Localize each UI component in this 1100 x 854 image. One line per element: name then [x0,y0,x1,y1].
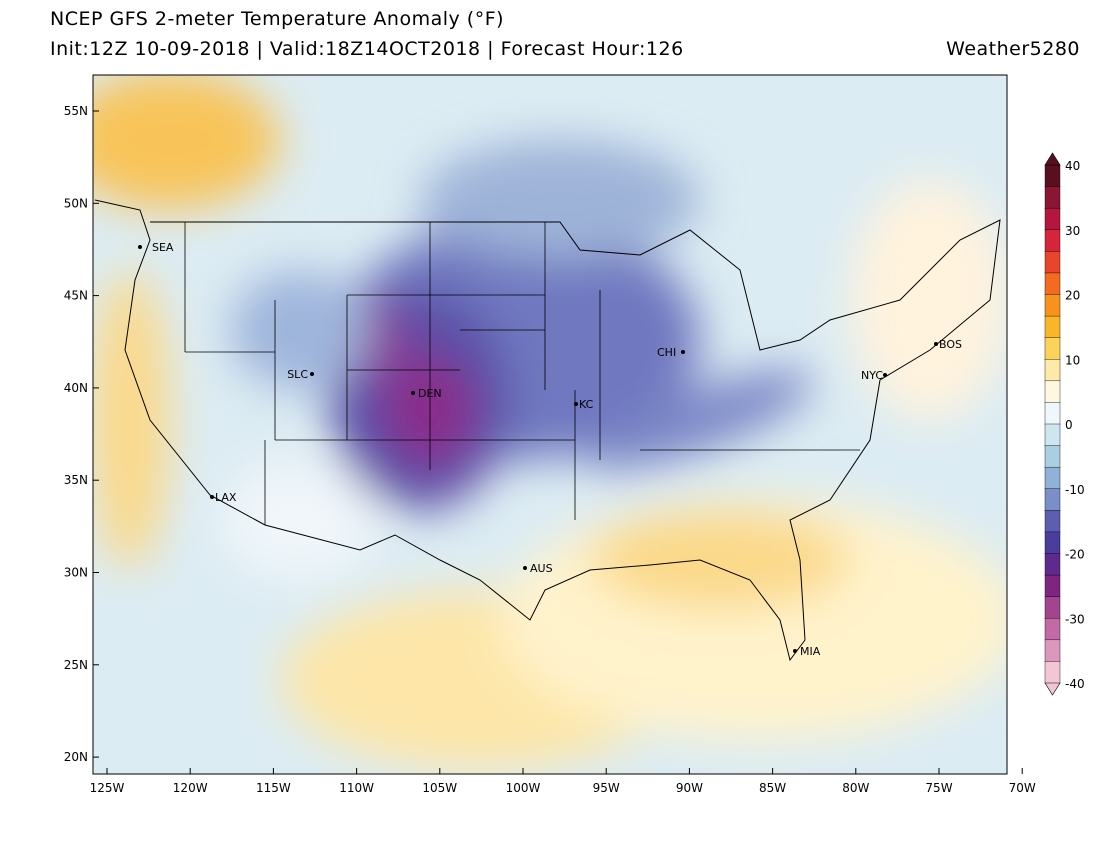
city-dot [574,402,578,406]
city-dot [411,391,415,395]
city-label: AUS [530,562,553,575]
colorbar-band [1044,207,1061,231]
colorbar-band [1044,510,1061,533]
city-dot [681,350,685,354]
colorbar-band [1044,618,1061,641]
city-dot [138,245,142,249]
lat-label: 40N [64,381,88,395]
brand: Weather5280 [946,38,1080,60]
lon-label: 115W [256,781,291,795]
lon-label: 105W [422,781,457,795]
city-label: LAX [215,491,237,504]
city-label: DEN [418,387,442,400]
colorbar-band [1044,229,1061,253]
colorbar-band [1044,272,1061,296]
colorbar-label: 20 [1065,289,1080,303]
colorbar-label: 0 [1065,418,1073,432]
coastline [94,199,1001,662]
colorbar-band [1044,164,1061,188]
colorbar-band [1044,639,1061,663]
colorbar-band [1044,186,1061,209]
map-frame [92,74,1008,775]
lat-label: 55N [64,104,88,118]
lon-label: 125W [90,781,125,795]
colorbar-band [1044,359,1061,382]
city-label: KC [579,398,594,411]
city-label: SEA [152,241,174,254]
lat-label: 35N [64,473,88,487]
lon-label: 70W [1009,781,1036,795]
colorbar-band [1044,315,1061,339]
colorbar-top [1044,152,1061,166]
colorbar-band [1044,531,1061,555]
colorbar-band [1044,466,1061,490]
colorbar-band [1044,553,1061,576]
lon-label: 90W [676,781,703,795]
lon-label: 80W [842,781,869,795]
city-dot [934,342,938,346]
colorbar-label: 30 [1065,224,1080,238]
colorbar-band [1044,294,1061,317]
colorbar-band [1044,661,1061,684]
lon-label: 75W [925,781,952,795]
city-label: CHI [657,346,676,359]
colorbar-label: -30 [1065,612,1085,626]
lon-label: 95W [593,781,620,795]
lat-label: 45N [64,289,88,303]
colorbar-label: 40 [1065,159,1080,173]
colorbar-band [1044,488,1061,512]
state-borders [184,222,860,525]
lon-label: 100W [506,781,541,795]
colorbar-label: -20 [1065,548,1085,562]
city-dot [793,649,797,653]
city-dot [883,373,887,377]
city-dot [210,495,214,499]
colorbar-band [1044,337,1061,360]
lon-label: 110W [339,781,374,795]
colorbar-bottom [1044,682,1061,696]
colorbar-label: -40 [1065,677,1085,691]
city-label: MIA [800,645,821,658]
colorbar-label: -10 [1065,483,1085,497]
city-label: BOS [939,338,962,351]
city-dot [310,372,314,376]
lat-label: 20N [64,750,88,764]
colorbar-band [1044,574,1061,598]
city-dot [523,566,527,570]
colorbar-band [1044,423,1061,447]
colorbar-band [1044,445,1061,468]
lat-label: 25N [64,658,88,672]
anomaly-field [93,75,1007,774]
city-label: SLC [287,368,308,381]
colorbar-label: 10 [1065,353,1080,367]
lat-label: 50N [64,196,88,210]
colorbar-band [1044,596,1061,619]
lat-label: 30N [64,566,88,580]
lon-label: 120W [173,781,208,795]
colorbar-band [1044,251,1061,274]
colorbar-band [1044,380,1061,404]
subtitle: Init:12Z 10-09-2018 | Valid:18Z14OCT2018… [50,38,684,60]
colorbar-band [1044,402,1061,425]
lon-label: 85W [759,781,786,795]
city-label: NYC [861,369,883,382]
title: NCEP GFS 2-meter Temperature Anomaly (°F… [50,8,504,30]
